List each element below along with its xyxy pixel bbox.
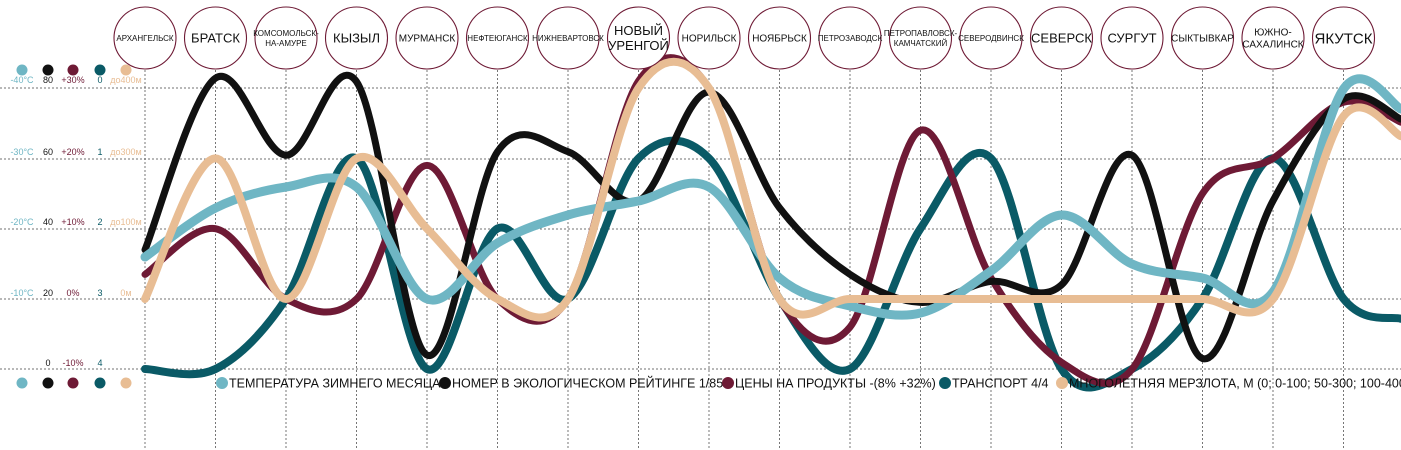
city-circle [606, 6, 671, 70]
axis-tick-label: +10% [61, 217, 84, 227]
city-label: НИЖНЕВАРТОВСК [532, 34, 604, 43]
city-label: КОМСОМОЛЬСК- [253, 29, 319, 38]
axis-tick-label: до100м [110, 217, 141, 227]
legend-marker [216, 377, 228, 389]
city-circle [395, 6, 459, 70]
axis-marker-dot [42, 64, 54, 76]
city-headers: АРХАНГЕЛЬСК БРАТСК КОМСОМОЛЬСК-НА-АМУРЕ КЫЗ… [113, 6, 1376, 70]
legend: ТЕМПЕРАТУРА ЗИМНЕГО МЕСЯЦА НОМЕР В ЭКОЛОГ… [16, 376, 1401, 391]
city-circle [1029, 6, 1094, 70]
city-label: СУРГУТ [1107, 31, 1156, 46]
series-line-0 [140, 74, 1401, 320]
city-label: ПЕТРОПАВЛОВСК- [884, 29, 958, 38]
legend-label: ТЕМПЕРАТУРА ЗИМНЕГО МЕСЯЦА [229, 377, 441, 391]
series-lines [140, 54, 1401, 392]
city-circle [183, 6, 248, 70]
city-circle [324, 6, 389, 70]
city-circle [959, 6, 1023, 70]
city-label: МУРМАНСК [399, 34, 456, 45]
city-label: КАМЧАТСКИЙ [894, 39, 948, 48]
legend-marker [722, 377, 734, 389]
city-label: ПЕТРОЗАВОДСК [818, 34, 883, 43]
axis-tick-label: до400м [110, 75, 141, 85]
axis-tick-label: -40°C [10, 75, 34, 85]
city-label: ЯКУТСК [1314, 30, 1372, 47]
legend-label: НОМЕР В ЭКОЛОГИЧЕСКОМ РЕЙТИНГЕ 1/85 [452, 376, 723, 391]
city-circle [536, 6, 600, 70]
axis-tick-label: 1 [97, 147, 102, 157]
legend-dot-left [16, 377, 28, 389]
city-circle [1311, 6, 1376, 70]
axis-tick-label: -20°C [10, 217, 34, 227]
axis-tick-label: 0м [120, 288, 131, 298]
legend-dot-left [120, 377, 132, 389]
axis-tick-label: 80 [43, 75, 53, 85]
legend-label: ЦЕНЫ НА ПРОДУКТЫ -(8% +32%) [735, 377, 936, 391]
city-label: САХАЛИНСК [1242, 40, 1303, 51]
series-line-1 [141, 71, 1401, 363]
axis-tick-label: 3 [97, 288, 102, 298]
city-label: СЫКТЫВКАР [1171, 34, 1234, 45]
axis-tick-label: до300м [110, 147, 141, 157]
city-label: НОРИЛЬСК [682, 34, 737, 45]
city-circle [113, 6, 177, 70]
city-circle [1241, 6, 1305, 70]
legend-label: МНОГОЛЕТНЯЯ МЕРЗЛОТА, М (0; 0-100; 50-30… [1069, 377, 1401, 391]
axis-marker-dot [120, 64, 132, 76]
legend-marker [439, 377, 451, 389]
axis-marker-dot [94, 64, 106, 76]
city-label: НА-АМУРЕ [265, 39, 307, 48]
city-label: НОЯБРЬСК [752, 34, 807, 45]
city-circle [465, 6, 530, 70]
axis-tick-label: +20% [61, 147, 84, 157]
axis-tick-label: 2 [97, 217, 102, 227]
city-circle [888, 6, 953, 70]
city-label: НОВЫЙ [614, 23, 663, 38]
axis-marker-dot [16, 64, 28, 76]
city-label: НЕФТЕЮГАНСК [467, 34, 528, 43]
legend-dot-left [94, 377, 106, 389]
legend-dot-left [67, 377, 79, 389]
axis-tick-label: -10°C [10, 288, 34, 298]
value-axis: -40°C-30°C-20°C-10°C806040200+30%+20%+10… [10, 64, 142, 368]
city-circle [818, 6, 882, 70]
city-circle [254, 6, 318, 70]
legend-marker [1056, 377, 1068, 389]
city-label: КЫЗЫЛ [333, 31, 380, 46]
city-label: СЕВЕРСК [1031, 31, 1092, 46]
city-label: УРЕНГОЙ [608, 38, 669, 53]
city-circle [1170, 6, 1235, 70]
city-label: ЮЖНО- [1254, 28, 1291, 39]
series-line-4 [141, 57, 1401, 322]
legend-label: ТРАНСПОРТ 4/4 [952, 377, 1049, 391]
axis-marker-dot [67, 64, 79, 76]
axis-tick-label: 0% [66, 288, 79, 298]
axis-tick-label: 0 [97, 75, 102, 85]
axis-tick-label: 0 [45, 358, 50, 368]
city-circle [677, 6, 741, 70]
city-label: БРАТСК [191, 31, 240, 46]
city-label: СЕВЕРОДВИНСК [958, 34, 1024, 43]
axis-tick-label: 20 [43, 288, 53, 298]
city-circle [1100, 6, 1164, 70]
legend-marker [939, 377, 951, 389]
axis-tick-label: -30°C [10, 147, 34, 157]
series-line-2 [141, 54, 1401, 387]
legend-dot-left [42, 377, 54, 389]
axis-tick-label: 40 [43, 217, 53, 227]
axis-tick-label: +30% [61, 75, 84, 85]
city-label: АРХАНГЕЛЬСК [116, 34, 174, 43]
axis-tick-label: 4 [97, 358, 102, 368]
city-circle [747, 6, 812, 70]
axis-tick-label: -10% [62, 358, 83, 368]
grid [0, 70, 1401, 450]
axis-tick-label: 60 [43, 147, 53, 157]
